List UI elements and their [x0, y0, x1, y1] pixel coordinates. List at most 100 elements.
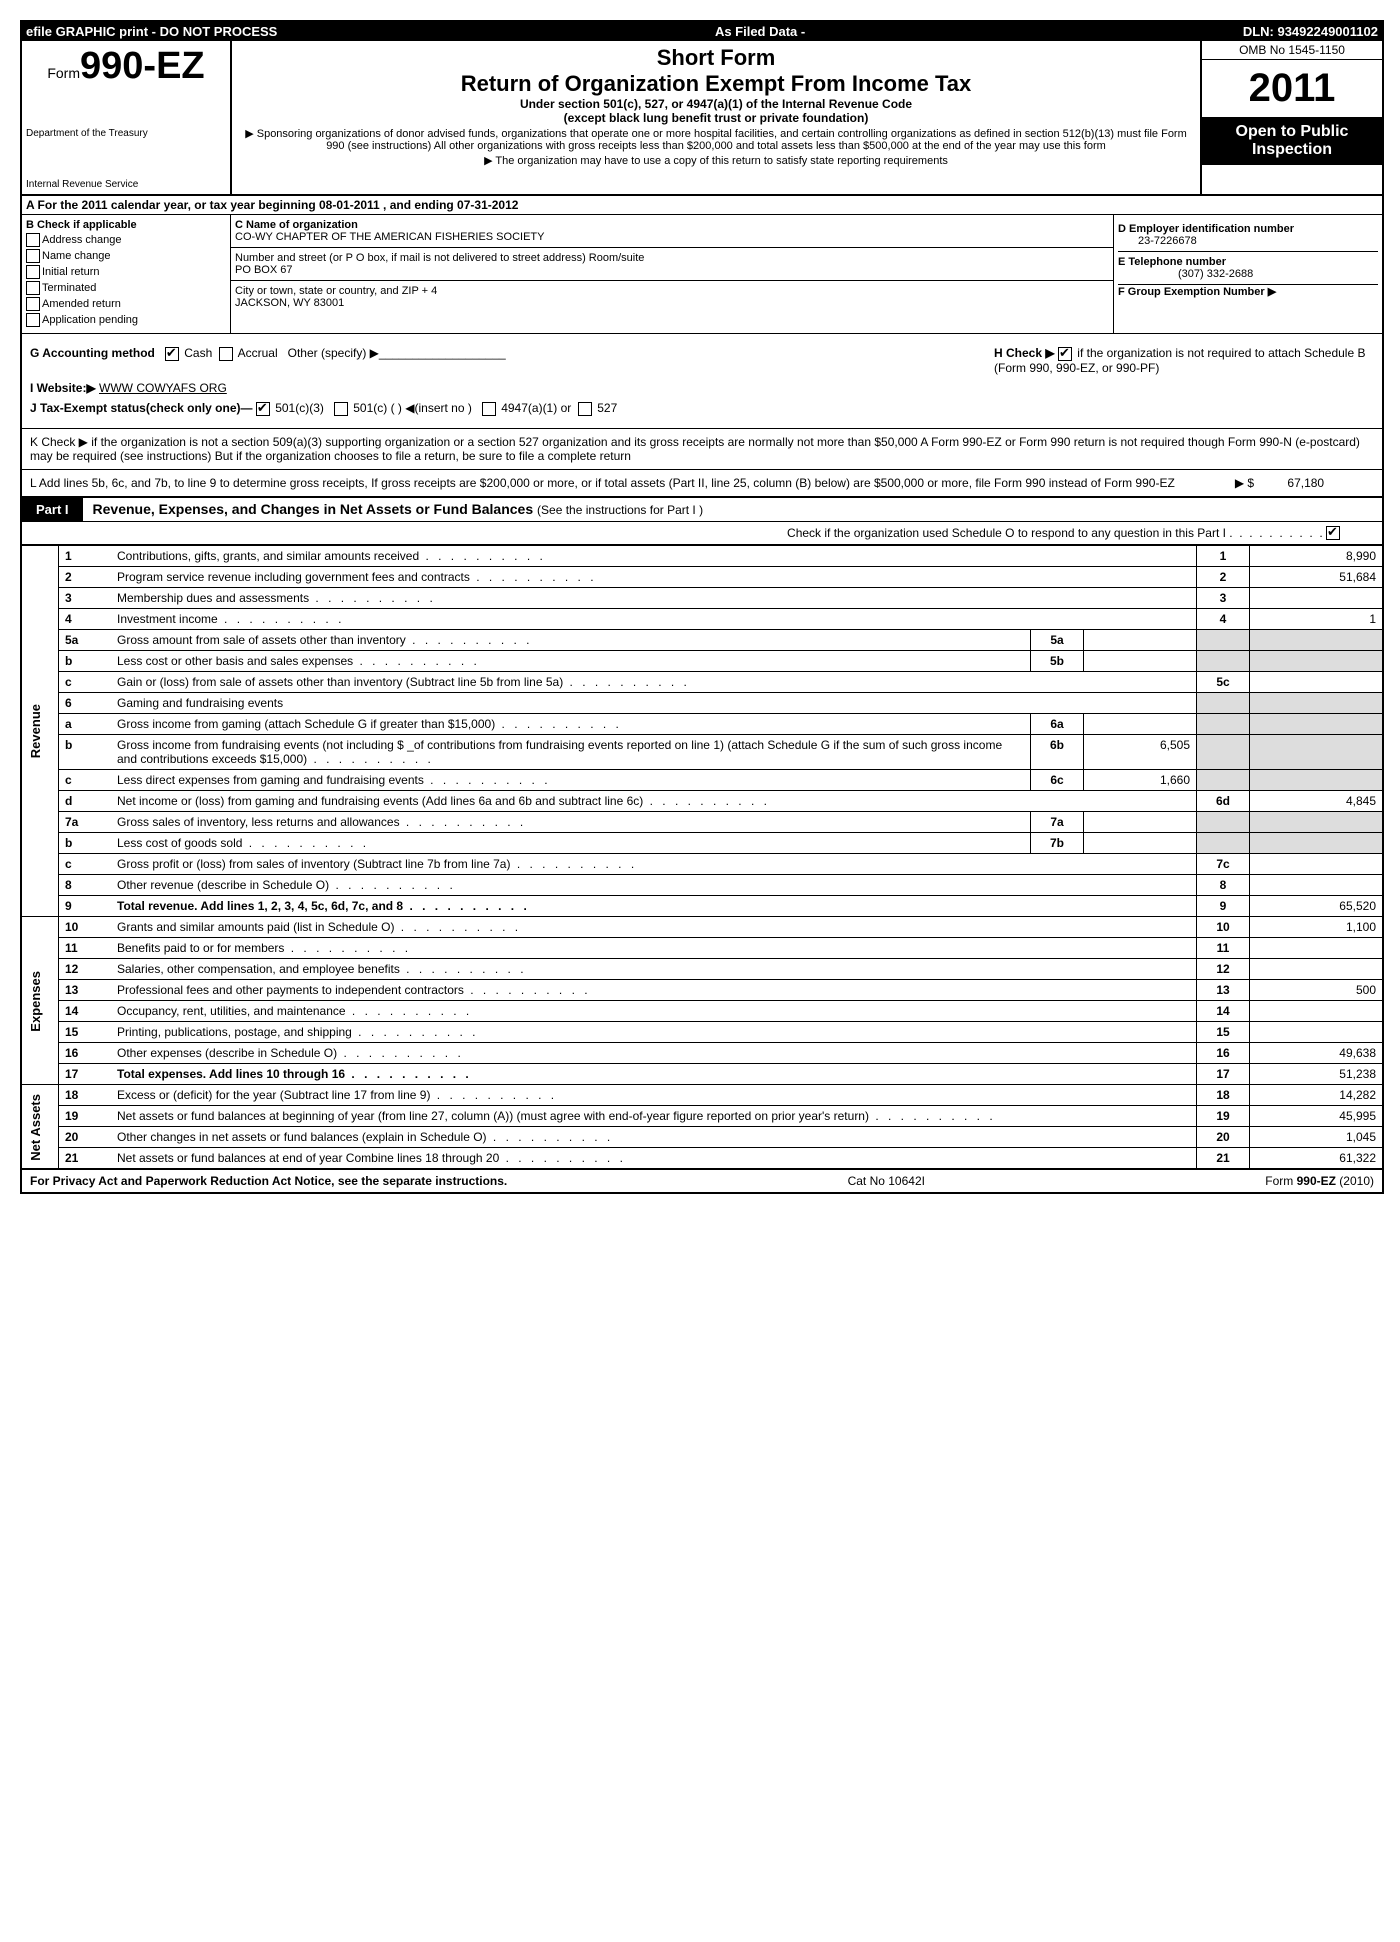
chk-accrual[interactable]	[219, 347, 233, 361]
line-num: 11	[59, 938, 112, 959]
omb: OMB No 1545-1150	[1202, 41, 1382, 60]
r-num: 3	[1197, 588, 1250, 609]
line-row: 5aGross amount from sale of assets other…	[22, 630, 1382, 651]
chk-527[interactable]	[578, 402, 592, 416]
l-amount: 67,180	[1287, 476, 1324, 490]
col-c: C Name of organizationCO-WY CHAPTER OF T…	[231, 215, 1114, 333]
line-desc: Investment income	[111, 609, 1197, 630]
chk-initial[interactable]	[26, 265, 40, 279]
line-row: Expenses10Grants and similar amounts pai…	[22, 917, 1382, 938]
line-desc: Less direct expenses from gaming and fun…	[111, 770, 1031, 791]
r-num	[1197, 770, 1250, 791]
line-row: 21Net assets or fund balances at end of …	[22, 1148, 1382, 1169]
line-desc: Net income or (loss) from gaming and fun…	[111, 791, 1197, 812]
line-num: 5a	[59, 630, 112, 651]
line-desc: Gross profit or (loss) from sales of inv…	[111, 854, 1197, 875]
mid-num: 6c	[1031, 770, 1084, 791]
chk-501c[interactable]	[334, 402, 348, 416]
chk-name[interactable]	[26, 249, 40, 263]
line-row: aGross income from gaming (attach Schedu…	[22, 714, 1382, 735]
header-right: OMB No 1545-1150 2011 Open to Public Ins…	[1200, 41, 1382, 194]
chk-pending[interactable]	[26, 313, 40, 327]
line-row: bLess cost or other basis and sales expe…	[22, 651, 1382, 672]
form-title: Return of Organization Exempt From Incom…	[240, 71, 1192, 97]
r-val: 1,100	[1250, 917, 1383, 938]
line-desc: Printing, publications, postage, and shi…	[111, 1022, 1197, 1043]
line-desc: Less cost of goods sold	[111, 833, 1031, 854]
line-row: 19Net assets or fund balances at beginni…	[22, 1106, 1382, 1127]
r-num: 20	[1197, 1127, 1250, 1148]
line-desc: Gross income from gaming (attach Schedul…	[111, 714, 1031, 735]
f-label: F Group Exemption Number ▶	[1118, 286, 1276, 298]
line-num: b	[59, 833, 112, 854]
line-desc: Other revenue (describe in Schedule O)	[111, 875, 1197, 896]
r-num: 5c	[1197, 672, 1250, 693]
line-row: 11Benefits paid to or for members11	[22, 938, 1382, 959]
chk-cash[interactable]	[165, 347, 179, 361]
mid-num: 5b	[1031, 651, 1084, 672]
line-num: 16	[59, 1043, 112, 1064]
line-desc: Gross sales of inventory, less returns a…	[111, 812, 1031, 833]
line-desc: Grants and similar amounts paid (list in…	[111, 917, 1197, 938]
line-desc: Gross income from fundraising events (no…	[111, 735, 1031, 770]
line-row: 13Professional fees and other payments t…	[22, 980, 1382, 1001]
section-rev: Revenue	[22, 546, 59, 917]
chk-amended[interactable]	[26, 297, 40, 311]
footer: For Privacy Act and Paperwork Reduction …	[22, 1168, 1382, 1192]
line-num: 7a	[59, 812, 112, 833]
mid-val: 1,660	[1084, 770, 1197, 791]
chk-terminated[interactable]	[26, 281, 40, 295]
r-num: 12	[1197, 959, 1250, 980]
chk-address[interactable]	[26, 233, 40, 247]
line-desc: Salaries, other compensation, and employ…	[111, 959, 1197, 980]
chk-part1-o[interactable]	[1326, 526, 1340, 540]
r-num	[1197, 735, 1250, 770]
chk-h[interactable]	[1058, 347, 1072, 361]
r-num: 4	[1197, 609, 1250, 630]
section-bcdef: B Check if applicable Address change Nam…	[22, 215, 1382, 334]
r-num: 16	[1197, 1043, 1250, 1064]
line-row: 7aGross sales of inventory, less returns…	[22, 812, 1382, 833]
line-desc: Professional fees and other payments to …	[111, 980, 1197, 1001]
r-val	[1250, 959, 1383, 980]
header-left: Form990-EZ Department of the Treasury In…	[22, 41, 232, 194]
r-val	[1250, 714, 1383, 735]
r-val: 49,638	[1250, 1043, 1383, 1064]
mid-val	[1084, 630, 1197, 651]
chk-501c3[interactable]	[256, 402, 270, 416]
part1-header: Part I Revenue, Expenses, and Changes in…	[22, 498, 1382, 522]
line-desc: Total revenue. Add lines 1, 2, 3, 4, 5c,…	[111, 896, 1197, 917]
line-row: 3Membership dues and assessments3	[22, 588, 1382, 609]
line-row: 16Other expenses (describe in Schedule O…	[22, 1043, 1382, 1064]
r-val: 1,045	[1250, 1127, 1383, 1148]
col-d: D Employer identification number23-72266…	[1114, 215, 1382, 333]
line-desc: Net assets or fund balances at end of ye…	[111, 1148, 1197, 1169]
mid-num: 6a	[1031, 714, 1084, 735]
k-block: K Check ▶ if the organization is not a s…	[22, 429, 1382, 470]
line-num: c	[59, 770, 112, 791]
r-val: 61,322	[1250, 1148, 1383, 1169]
line-row: Revenue1Contributions, gifts, grants, an…	[22, 546, 1382, 567]
chk-4947[interactable]	[482, 402, 496, 416]
r-num: 14	[1197, 1001, 1250, 1022]
line-num: 21	[59, 1148, 112, 1169]
r-val: 51,238	[1250, 1064, 1383, 1085]
line-num: 4	[59, 609, 112, 630]
topbar-right: DLN: 93492249001102	[1243, 24, 1378, 39]
c-label: C Name of organization	[235, 219, 358, 231]
r-num: 18	[1197, 1085, 1250, 1106]
line-num: 12	[59, 959, 112, 980]
header-mid: Short Form Return of Organization Exempt…	[232, 41, 1200, 194]
tax-year: 2011	[1202, 60, 1382, 117]
line-row: Net Assets18Excess or (deficit) for the …	[22, 1085, 1382, 1106]
line-num: 2	[59, 567, 112, 588]
mid-val: 6,505	[1084, 735, 1197, 770]
r-val	[1250, 588, 1383, 609]
d-label: D Employer identification number	[1118, 223, 1294, 235]
line-row: 9Total revenue. Add lines 1, 2, 3, 4, 5c…	[22, 896, 1382, 917]
r-num: 9	[1197, 896, 1250, 917]
r-val	[1250, 672, 1383, 693]
r-val: 1	[1250, 609, 1383, 630]
r-num: 1	[1197, 546, 1250, 567]
r-val: 51,684	[1250, 567, 1383, 588]
